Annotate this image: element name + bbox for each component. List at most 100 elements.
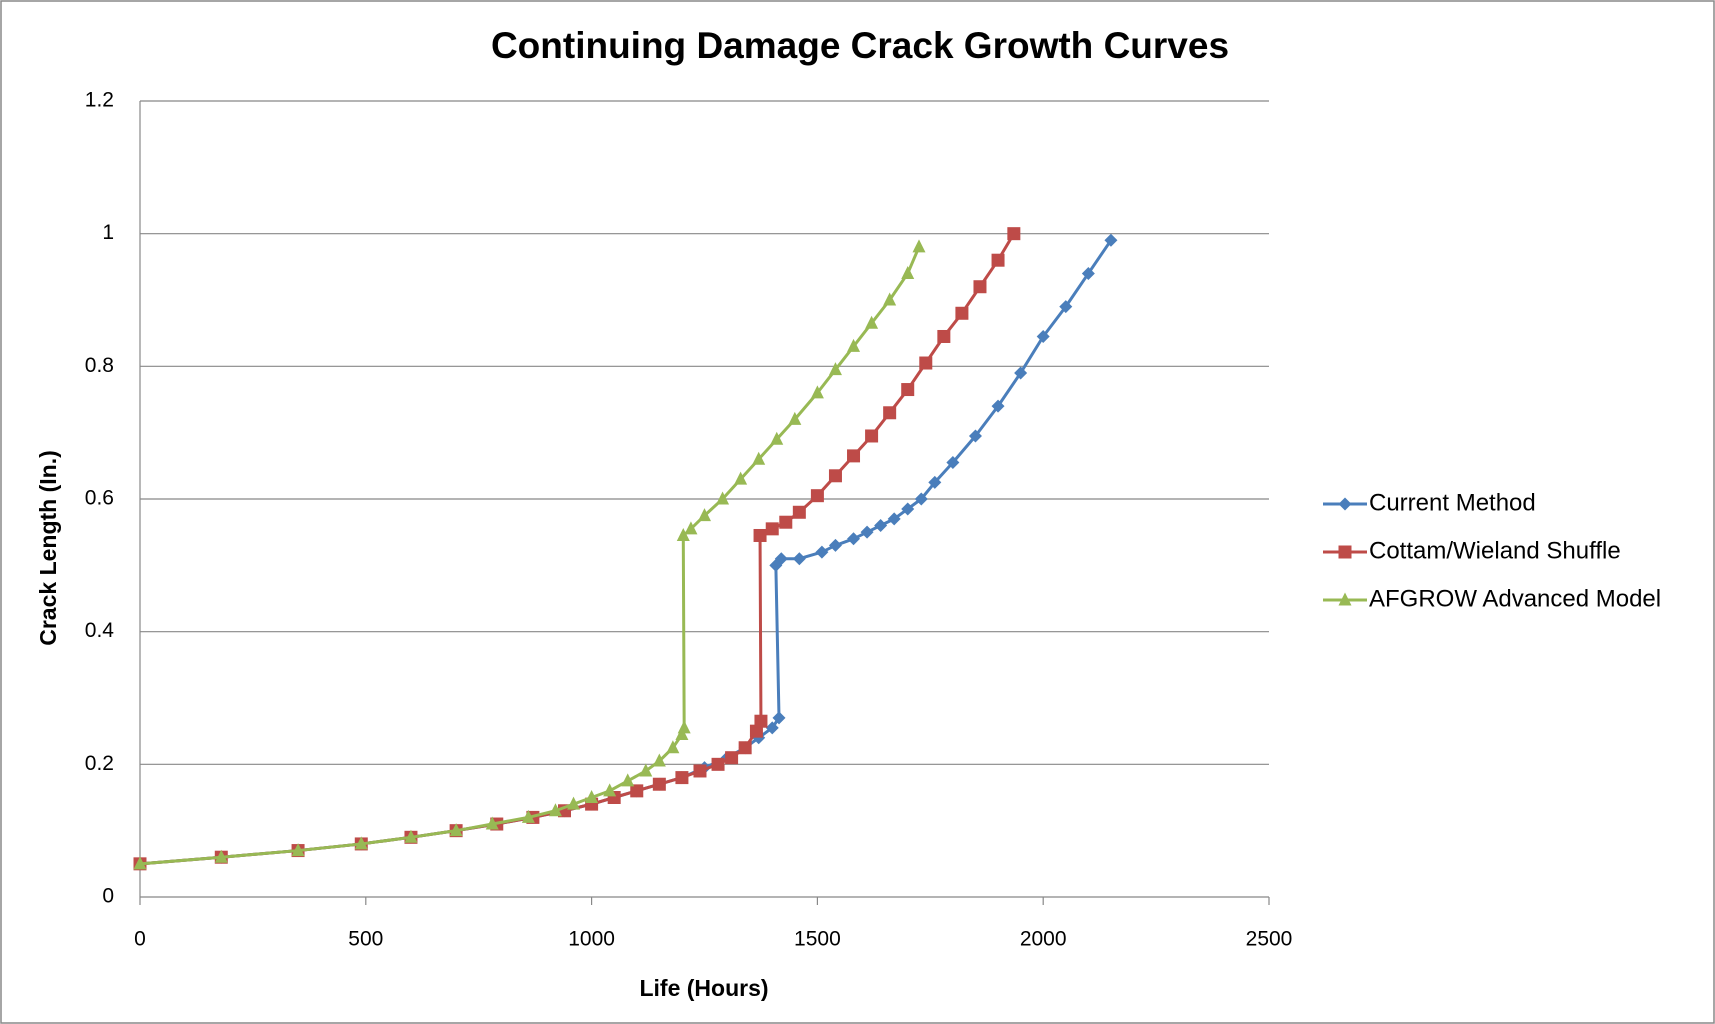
marker: [901, 502, 915, 516]
marker: [1338, 545, 1352, 559]
marker: [912, 239, 926, 253]
marker: [860, 525, 874, 539]
marker: [828, 538, 842, 552]
marker: [639, 763, 653, 777]
marker: [883, 406, 897, 420]
marker: [847, 338, 861, 352]
marker: [865, 429, 879, 443]
marker: [1014, 366, 1028, 380]
marker: [754, 714, 768, 728]
x-tick-label: 2000: [1020, 928, 1067, 951]
marker: [214, 849, 228, 863]
marker: [828, 362, 842, 376]
marker: [1007, 227, 1021, 241]
legend-label: Current Method: [1369, 489, 1536, 516]
marker: [792, 552, 806, 566]
marker: [752, 451, 766, 465]
marker: [749, 724, 763, 738]
y-tick-label: 1.2: [85, 89, 114, 112]
marker: [652, 777, 666, 791]
y-tick-label: 0: [102, 885, 114, 908]
marker: [815, 545, 829, 559]
marker: [883, 292, 897, 306]
marker: [1036, 329, 1050, 343]
marker: [698, 508, 711, 522]
marker: [901, 383, 915, 397]
marker: [677, 720, 691, 734]
x-tick-label: 2500: [1246, 928, 1293, 951]
marker: [693, 764, 707, 778]
marker: [792, 505, 806, 519]
marker: [485, 816, 499, 830]
marker: [779, 515, 793, 529]
marker: [1081, 266, 1095, 280]
marker: [937, 329, 951, 343]
marker: [354, 836, 368, 850]
marker: [738, 741, 752, 755]
marker: [716, 491, 730, 505]
marker: [630, 784, 644, 798]
marker: [968, 429, 982, 443]
x-tick-label: 1500: [794, 928, 841, 951]
marker: [914, 492, 928, 506]
marker: [847, 532, 861, 546]
marker: [404, 829, 418, 843]
marker: [901, 265, 915, 279]
y-tick-label: 0.8: [85, 354, 114, 377]
marker: [955, 306, 969, 320]
x-axis-title: Life (Hours): [639, 975, 768, 1001]
marker: [548, 803, 562, 817]
marker: [567, 796, 581, 810]
marker: [521, 809, 535, 823]
legend-label: Cottam/Wieland Shuffle: [1369, 537, 1621, 564]
marker: [928, 475, 942, 489]
marker: [725, 751, 739, 765]
marker: [765, 721, 779, 735]
marker: [810, 489, 824, 503]
marker: [1338, 592, 1352, 606]
marker: [684, 521, 698, 535]
marker: [585, 790, 599, 803]
marker: [734, 471, 748, 485]
marker: [1104, 233, 1118, 247]
marker: [828, 469, 842, 483]
marker: [753, 528, 767, 542]
marker: [603, 783, 617, 797]
marker: [675, 726, 689, 740]
marker: [919, 356, 933, 370]
marker: [711, 757, 725, 771]
legend-label: AFGROW Advanced Model: [1369, 585, 1661, 612]
y-tick-label: 0.2: [85, 752, 114, 775]
marker: [765, 522, 779, 536]
marker: [887, 512, 901, 526]
marker: [133, 856, 147, 870]
x-tick-label: 0: [134, 928, 146, 951]
marker: [621, 773, 635, 787]
marker: [770, 431, 784, 445]
marker: [774, 552, 788, 566]
y-axis-title: Crack Length (In.): [35, 450, 61, 646]
marker: [991, 399, 1005, 413]
marker: [991, 253, 1005, 267]
x-tick-label: 1000: [568, 928, 615, 951]
marker: [675, 771, 689, 785]
marker: [1059, 300, 1073, 314]
marker: [449, 823, 463, 837]
x-tick-label: 500: [348, 928, 383, 951]
marker: [847, 449, 861, 463]
marker: [788, 411, 802, 425]
marker: [291, 843, 305, 857]
marker: [946, 456, 960, 470]
y-tick-label: 0.6: [85, 487, 114, 510]
marker: [652, 753, 666, 767]
marker: [973, 280, 987, 294]
marker: [874, 519, 888, 533]
y-tick-label: 0.4: [85, 619, 115, 642]
marker: [810, 385, 824, 399]
chart-title: Continuing Damage Crack Growth Curves: [491, 25, 1229, 66]
marker: [772, 711, 786, 725]
marker: [676, 527, 690, 541]
marker: [865, 315, 879, 329]
marker: [666, 740, 680, 754]
